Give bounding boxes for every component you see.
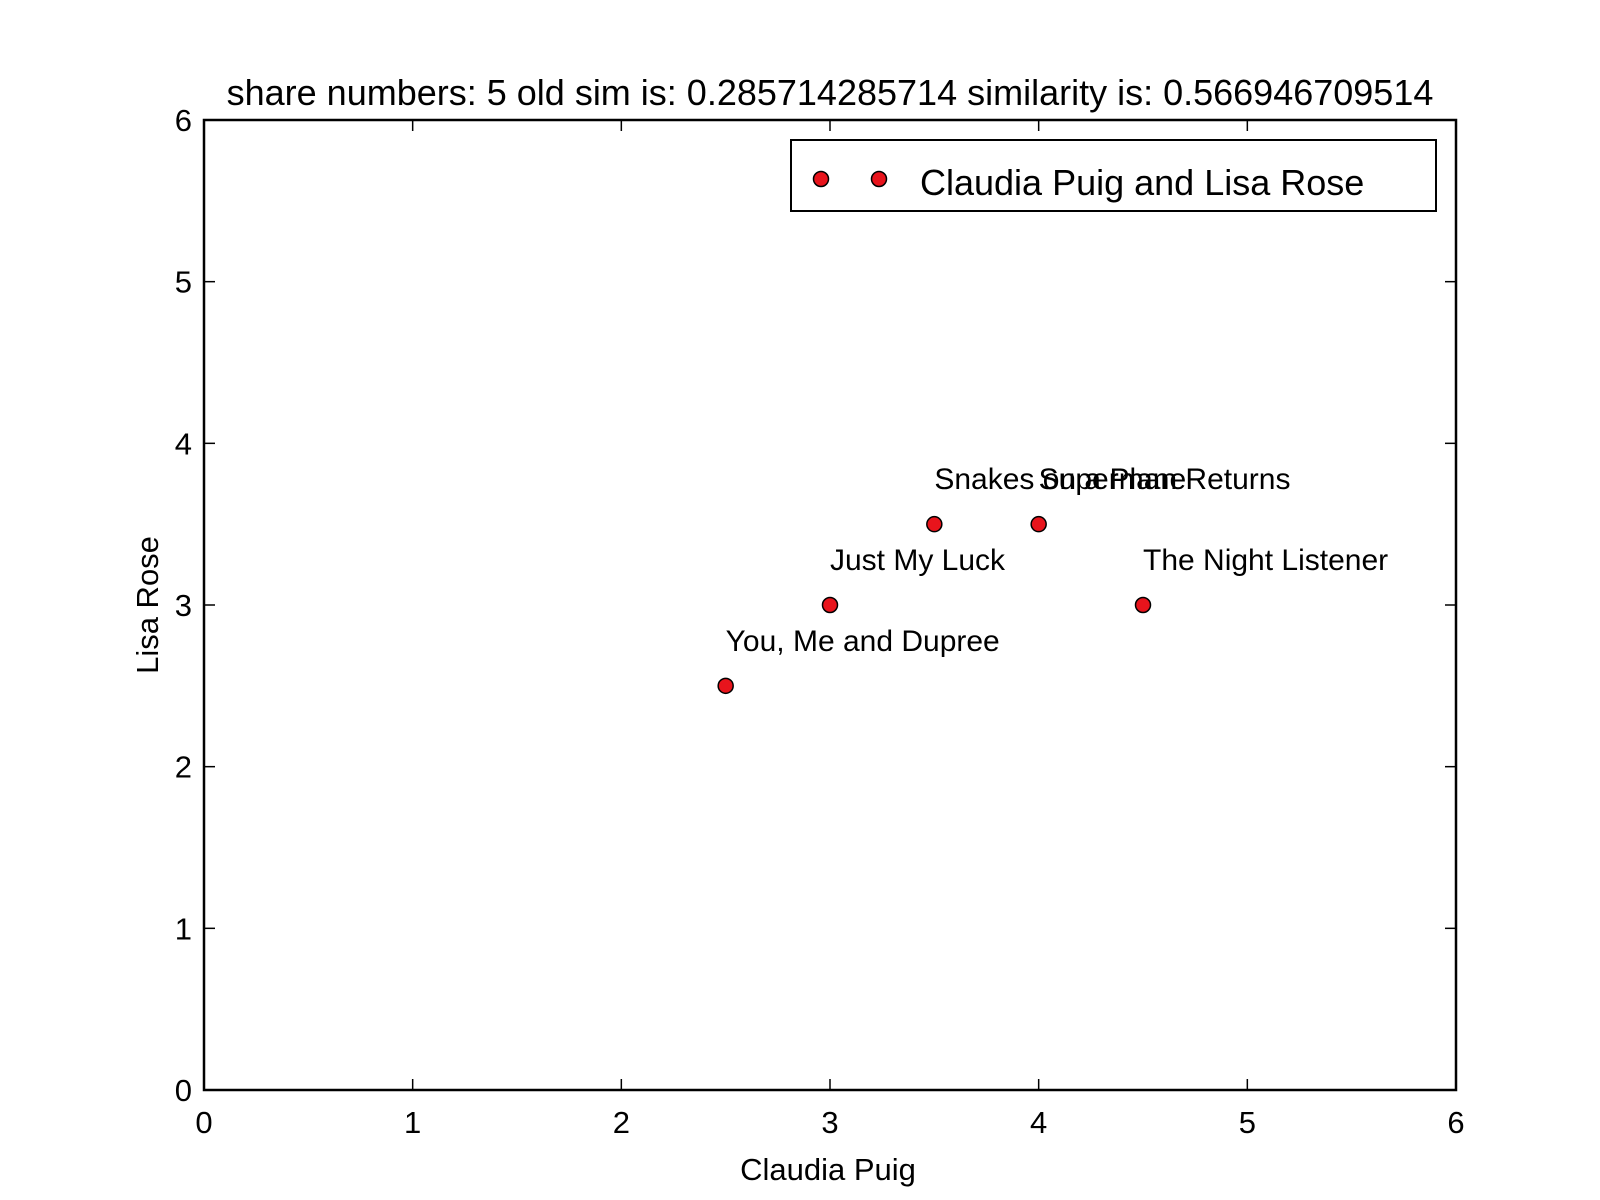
x-axis-label: Claudia Puig <box>740 1152 916 1187</box>
y-tick-label: 0 <box>175 1073 192 1108</box>
data-point <box>821 596 839 614</box>
y-tick-label: 2 <box>175 750 192 785</box>
data-point-labels: You, Me and Dupree Just My Luck Snakes on … <box>726 463 1388 658</box>
legend-label: Claudia Puig and Lisa Rose <box>920 162 1364 203</box>
y-tick-label: 4 <box>175 426 192 461</box>
y-tick-label: 1 <box>175 911 192 946</box>
x-tick-label: 4 <box>1030 1105 1047 1140</box>
data-points <box>717 515 1152 695</box>
axis-ticks <box>203 119 1457 1091</box>
x-axis-tick-labels: 0 1 2 3 4 5 6 <box>195 1105 1464 1140</box>
data-point <box>1134 596 1152 614</box>
data-point <box>1030 515 1047 533</box>
y-tick-label: 5 <box>175 265 192 300</box>
data-point <box>717 677 734 695</box>
legend: Claudia Puig and Lisa Rose <box>790 139 1437 212</box>
data-point <box>926 515 943 533</box>
y-axis-tick-labels: 0 1 2 3 4 5 6 <box>175 103 192 1108</box>
y-tick-label: 6 <box>175 103 192 138</box>
x-tick-label: 3 <box>821 1105 838 1140</box>
x-tick-label: 5 <box>1239 1105 1256 1140</box>
x-tick-label: 1 <box>404 1105 421 1140</box>
x-tick-label: 0 <box>195 1105 212 1140</box>
legend-marker <box>870 170 888 188</box>
point-label: Just My Luck <box>830 544 1006 577</box>
point-label: Superman Returns <box>1039 463 1291 496</box>
point-label: You, Me and Dupree <box>726 625 1000 658</box>
legend-box <box>790 139 1437 212</box>
x-tick-label: 6 <box>1447 1105 1464 1140</box>
point-label: Snakes on a Plane <box>934 463 1186 496</box>
chart-title: share numbers: 5 old sim is: 0.285714285… <box>227 72 1434 113</box>
x-tick-label: 2 <box>613 1105 630 1140</box>
y-tick-label: 3 <box>175 588 192 623</box>
legend-marker <box>812 170 830 188</box>
point-label: The Night Listener <box>1143 544 1388 577</box>
y-axis-label: Lisa Rose <box>130 536 165 674</box>
